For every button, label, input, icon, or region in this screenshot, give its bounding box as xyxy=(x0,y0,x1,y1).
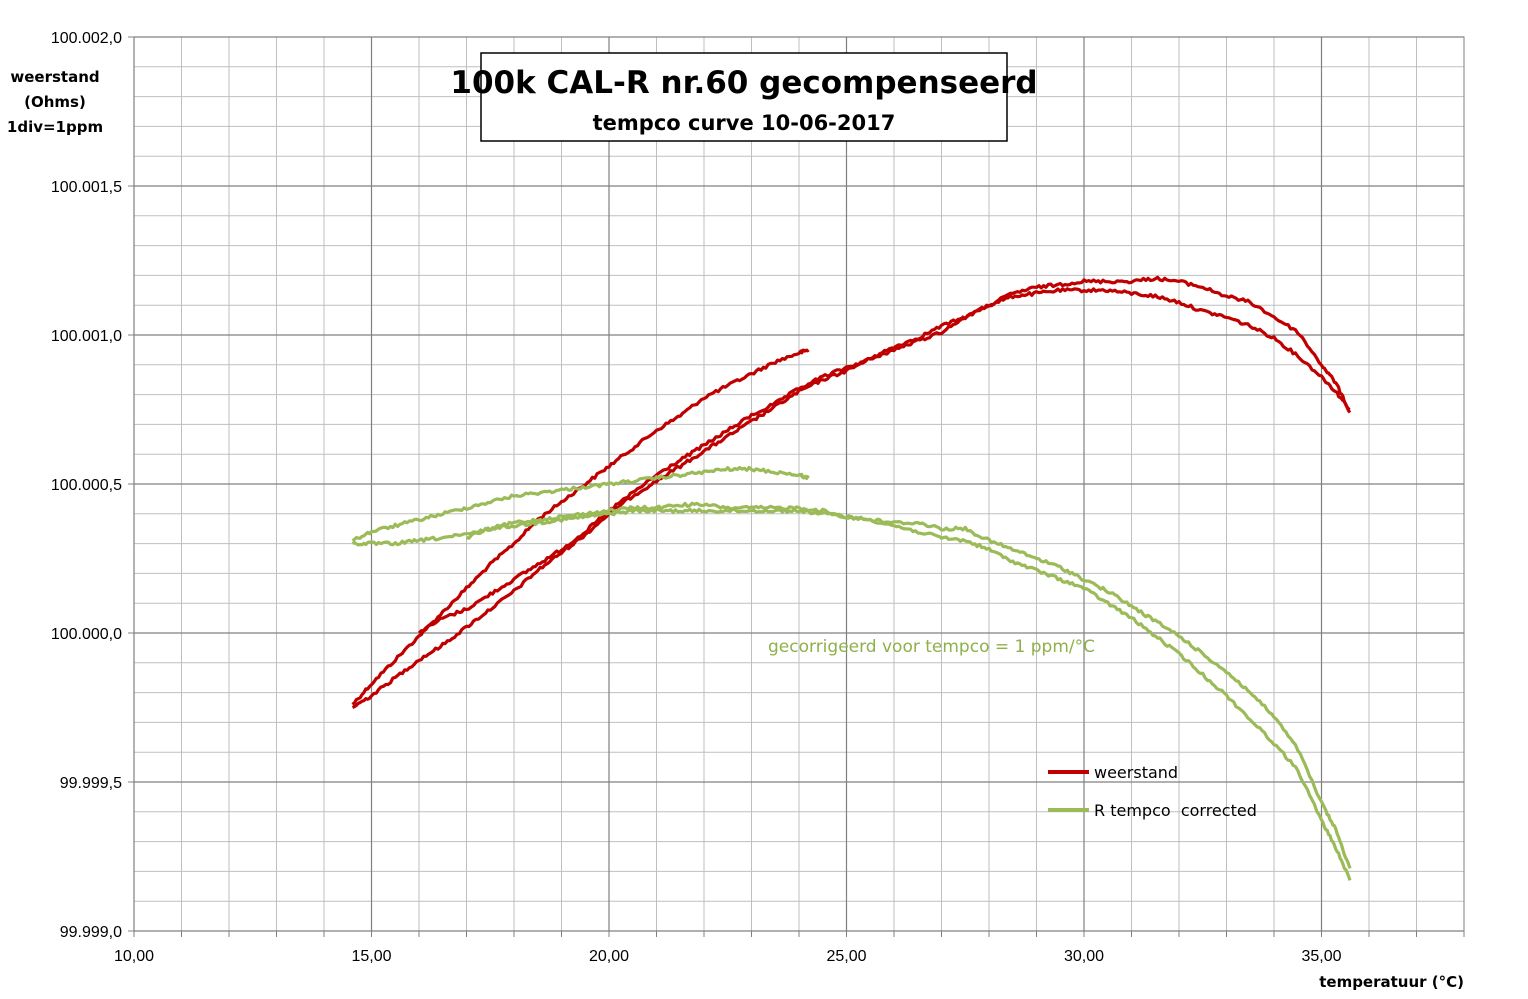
y-tick-label: 100.001,5 xyxy=(51,179,122,196)
chart-subtitle: tempco curve 10-06-2017 xyxy=(593,111,896,135)
y-axis-label-line-1: weerstand xyxy=(10,68,99,86)
title-box xyxy=(480,52,1008,142)
y-tick-label: 99.999,0 xyxy=(60,924,122,941)
plot-area-frame xyxy=(133,36,1465,932)
chart-title: 100k CAL-R nr.60 gecompenseerd xyxy=(450,65,1037,101)
y-axis-label-line-3: 1div=1ppm xyxy=(7,118,103,136)
legend-label-weerstand: weerstand xyxy=(1094,763,1178,782)
y-tick-label: 100.001,0 xyxy=(51,328,122,345)
y-tick-label: 100.000,0 xyxy=(51,626,122,643)
y-axis-tick-labels: 99.999,0 99.999,5 100.000,0 100.000,5 100.00… xyxy=(51,30,122,941)
x-axis-label: temperatuur (°C) xyxy=(1319,973,1464,991)
x-axis-tick-labels: 10,00 15,00 20,00 25,00 30,00 35,00 xyxy=(114,948,1342,965)
x-tick-label: 30,00 xyxy=(1064,948,1104,965)
y-tick-label: 100.002,0 xyxy=(51,30,122,47)
y-tick-label: 99.999,5 xyxy=(60,775,122,792)
tempco-annotation: gecorrigeerd voor tempco = 1 ppm/°C xyxy=(768,637,1095,657)
legend-label-r-tempco-corrected: R tempco corrected xyxy=(1094,801,1257,820)
x-tick-label: 10,00 xyxy=(114,948,154,965)
series-line-r-tempco-corrected-1 xyxy=(351,465,810,542)
series-line-r-tempco-corrected-3 xyxy=(466,501,1352,869)
x-tick-label: 15,00 xyxy=(351,948,391,965)
y-axis-label-line-2: (Ohms) xyxy=(24,93,86,111)
x-tick-label: 25,00 xyxy=(826,948,866,965)
series-line-weerstand-3 xyxy=(417,275,1352,635)
x-tick-label: 20,00 xyxy=(589,948,629,965)
x-tick-label: 35,00 xyxy=(1301,948,1341,965)
y-tick-label: 100.000,5 xyxy=(51,477,122,494)
series-layer xyxy=(351,275,1352,881)
